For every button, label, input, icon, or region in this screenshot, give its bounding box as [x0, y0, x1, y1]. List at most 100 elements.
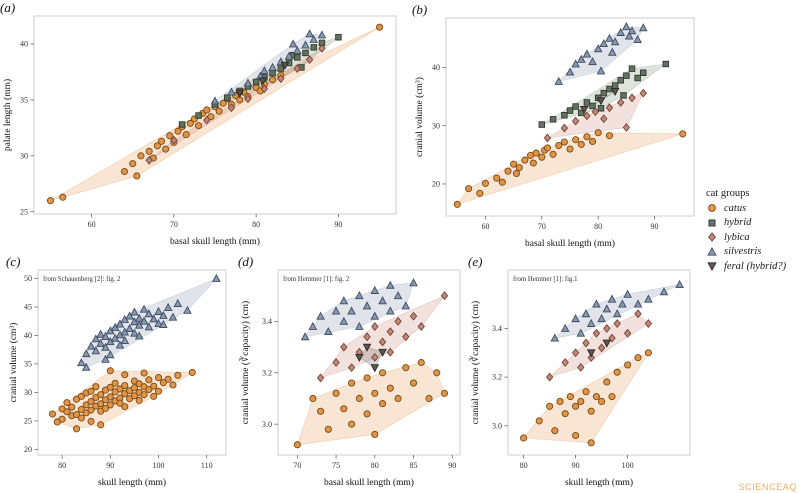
svg-text:30: 30 [432, 121, 440, 130]
svg-text:90: 90 [651, 222, 659, 231]
svg-text:3.2: 3.2 [492, 373, 502, 382]
svg-text:40: 40 [432, 63, 440, 72]
legend-item-feral: feral (hybrid?) [706, 260, 800, 272]
svg-text:70: 70 [170, 220, 178, 229]
series-feral [235, 61, 290, 98]
series-lybica [145, 44, 326, 165]
catus-marker-icon [708, 204, 716, 212]
svg-text:85: 85 [410, 461, 418, 470]
legend-item-silvestris: silvestris [706, 246, 800, 258]
hull-lybica [549, 313, 649, 378]
svg-text:45: 45 [24, 303, 32, 312]
watermark: SCIENCEAQ [738, 482, 797, 492]
svg-text:40: 40 [20, 40, 28, 49]
svg-text:60: 60 [88, 220, 96, 229]
series-feral [586, 339, 612, 358]
svg-text:80: 80 [520, 461, 528, 470]
series-catus [520, 349, 652, 447]
svg-text:35: 35 [20, 95, 28, 104]
lybica-marker-icon [708, 232, 716, 242]
svg-text:palate length (mm): palate length (mm) [2, 79, 13, 151]
series-silvestris [210, 29, 327, 105]
svg-text:cranial volume (∛capacity) (cm: cranial volume (∛capacity) (cm) [469, 301, 481, 424]
svg-text:75: 75 [332, 461, 340, 470]
svg-text:cranial volume (cm³): cranial volume (cm³) [414, 77, 425, 157]
legend-cat-groups: cat groups catus hybrid lybica silvestris fe… [706, 188, 800, 275]
chart-b-svg: 60 70 80 90 20 30 40 basal skull length (mm) cra… [414, 17, 695, 249]
hybrid-marker-icon [708, 218, 716, 227]
svg-text:40: 40 [24, 331, 32, 340]
svg-text:3.0: 3.0 [492, 421, 502, 430]
series-catus [453, 129, 687, 208]
panel-d-scatter: (d) 70 75 80 85 90 3.0 3.2 3.4 basal skull lengt… [238, 254, 468, 491]
chart-d-svg: 70 75 80 85 90 3.0 3.2 3.4 basal skull length (m… [239, 269, 461, 488]
svg-text:3.2: 3.2 [262, 368, 272, 377]
svg-text:20: 20 [24, 445, 32, 454]
panel-label-d: (d) [238, 254, 254, 269]
svg-text:from Hemmer [1]: fig.1: from Hemmer [1]: fig.1 [513, 276, 578, 283]
legend-item-catus: catus [706, 202, 800, 214]
legend-label-lybica: lybica [724, 231, 750, 243]
svg-text:3.4: 3.4 [262, 317, 272, 326]
series-catus [48, 367, 196, 433]
series-catus [293, 358, 449, 449]
legend-label-feral: feral (hybrid?) [724, 260, 787, 272]
svg-text:basal skull length (mm): basal skull length (mm) [525, 238, 615, 249]
series-lybica [316, 291, 449, 383]
svg-text:35: 35 [24, 360, 32, 369]
svg-text:50: 50 [24, 274, 32, 283]
svg-text:30: 30 [20, 151, 28, 160]
svg-text:3.0: 3.0 [262, 420, 272, 429]
svg-text:80: 80 [371, 461, 379, 470]
series-silvestris [77, 273, 221, 371]
svg-text:basal skull length (mm): basal skull length (mm) [170, 236, 260, 247]
svg-text:100: 100 [153, 461, 165, 470]
series-feral [355, 343, 387, 373]
series-lybica [545, 309, 653, 382]
svg-text:80: 80 [58, 461, 66, 470]
hull-silvestris [304, 282, 414, 338]
svg-text:110: 110 [201, 461, 213, 470]
svg-text:25: 25 [20, 207, 28, 216]
legend-items: catus hybrid lybica silvestris feral (hybrid… [706, 202, 800, 272]
svg-text:20: 20 [432, 180, 440, 189]
svg-text:80: 80 [252, 220, 260, 229]
legend-title: cat groups [706, 188, 750, 199]
panel-label-e: (e) [468, 254, 483, 269]
legend-item-lybica: lybica [706, 231, 800, 243]
svg-text:60: 60 [481, 222, 489, 231]
svg-text:90: 90 [106, 461, 114, 470]
svg-text:from Hemmer [1]: fig. 2: from Hemmer [1]: fig. 2 [283, 276, 350, 283]
svg-text:100: 100 [622, 461, 634, 470]
legend-label-silvestris: silvestris [724, 246, 762, 257]
series-silvestris [554, 22, 648, 85]
panel-label-c: (c) [6, 254, 21, 269]
panel-a-scatter: (a) 60 70 80 90 25 30 35 40 basal skull length (… [0, 0, 406, 250]
svg-text:skull length (mm): skull length (mm) [98, 477, 166, 488]
svg-text:skull length (mm): skull length (mm) [565, 477, 633, 488]
legend-item-hybrid: hybrid [706, 217, 800, 229]
series-silvestris [300, 278, 418, 341]
panel-label-a: (a) [0, 0, 16, 15]
svg-text:70: 70 [538, 222, 546, 231]
svg-text:30: 30 [24, 388, 32, 397]
silvestris-marker-icon [707, 246, 717, 256]
panel-e-scatter: (e) 80 90 100 3.0 3.2 3.4 skull length (mm) cra… [468, 254, 698, 491]
svg-text:basal skull length (mm): basal skull length (mm) [324, 477, 414, 488]
series-lybica [543, 88, 647, 143]
svg-text:80: 80 [594, 222, 602, 231]
svg-text:70: 70 [293, 461, 301, 470]
svg-text:90: 90 [572, 461, 580, 470]
svg-text:90: 90 [334, 220, 342, 229]
chart-c-svg: 80 90 100 110 20 25 30 35 40 45 50 skull length (mm… [8, 269, 227, 488]
chart-a-svg: 60 70 80 90 25 30 35 40 basal skull length (mm) p… [2, 15, 397, 247]
feral-marker-icon [707, 262, 717, 272]
svg-text:3.4: 3.4 [492, 324, 502, 333]
panel-c-scatter: (c) 80 90 100 110 20 25 30 35 40 45 50 skull length… [6, 254, 234, 491]
legend-label-catus: catus [724, 202, 747, 214]
legend-label-hybrid: hybrid [724, 217, 752, 228]
svg-text:cranial volume (cm³): cranial volume (cm³) [8, 323, 19, 403]
panel-b-scatter: (b) 60 70 80 90 20 30 40 basal skull length (mm… [412, 2, 704, 252]
series-feral [579, 87, 620, 115]
svg-text:cranial volume (∛capacity) (cm: cranial volume (∛capacity) (cm) [239, 301, 251, 424]
